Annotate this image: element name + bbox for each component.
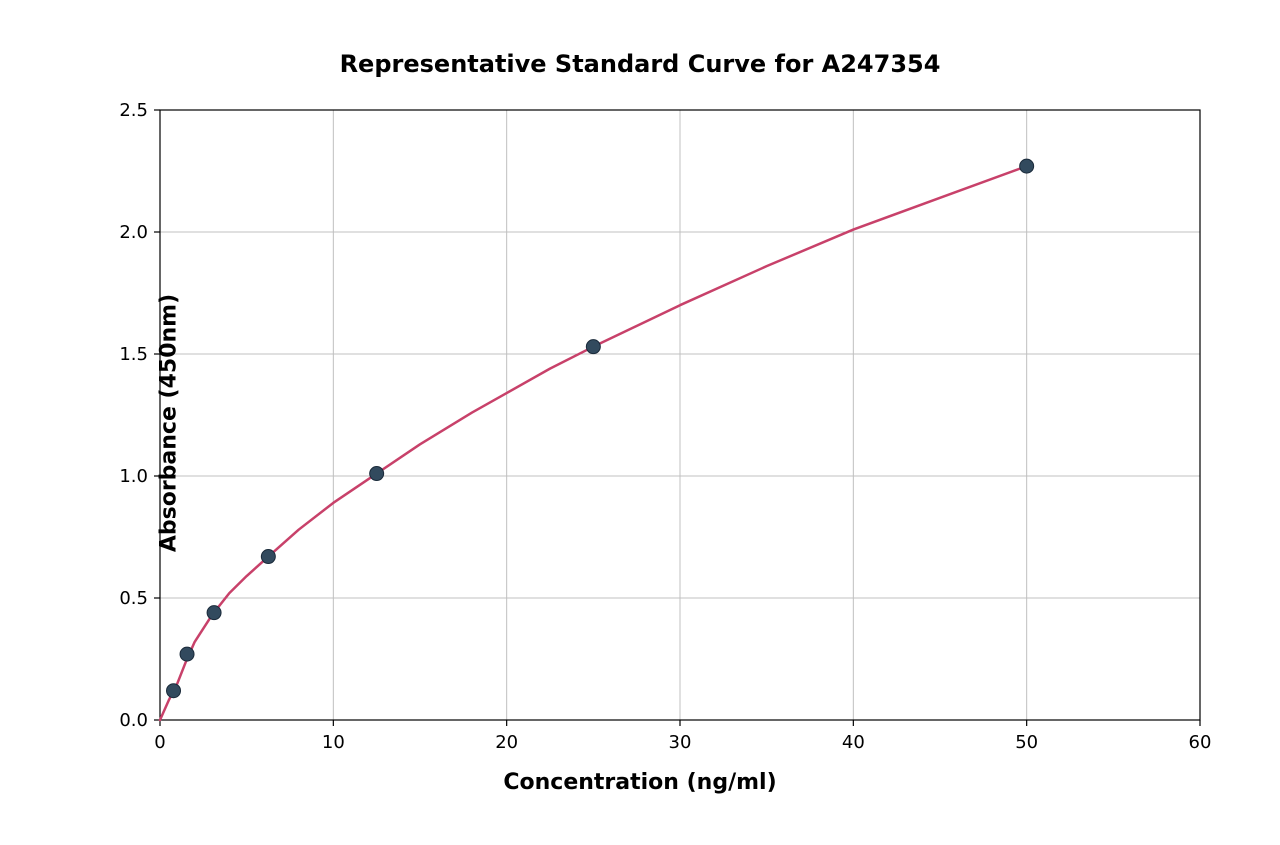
y-tick-label: 1.0 xyxy=(119,466,148,487)
chart-container: Representative Standard Curve for A24735… xyxy=(0,0,1280,845)
data-point-marker xyxy=(370,467,384,481)
x-tick-label: 20 xyxy=(495,732,518,753)
x-tick-label: 10 xyxy=(322,732,345,753)
y-tick-label: 1.5 xyxy=(119,344,148,365)
data-point-marker xyxy=(1020,159,1034,173)
x-tick-label: 60 xyxy=(1189,732,1212,753)
x-tick-label: 40 xyxy=(842,732,865,753)
y-tick-label: 2.5 xyxy=(119,100,148,121)
x-tick-label: 0 xyxy=(154,732,165,753)
y-axis-label: Absorbance (450nm) xyxy=(157,293,182,551)
plot-svg: 0 10 20 30 40 50 60 0.0 0.5 1.0 1.5 2.0 2.5 xyxy=(0,0,1280,845)
x-tick-label: 50 xyxy=(1015,732,1038,753)
data-point-marker xyxy=(261,550,275,564)
x-tick-label: 30 xyxy=(669,732,692,753)
data-point-marker xyxy=(180,647,194,661)
y-tick-label: 0.5 xyxy=(119,588,148,609)
data-point-marker xyxy=(167,684,181,698)
data-point-marker xyxy=(207,606,221,620)
data-point-marker xyxy=(586,340,600,354)
y-tick-label: 2.0 xyxy=(119,222,148,243)
x-axis-label: Concentration (ng/ml) xyxy=(0,770,1280,795)
chart-title: Representative Standard Curve for A24735… xyxy=(0,50,1280,78)
y-tick-label: 0.0 xyxy=(119,710,148,731)
